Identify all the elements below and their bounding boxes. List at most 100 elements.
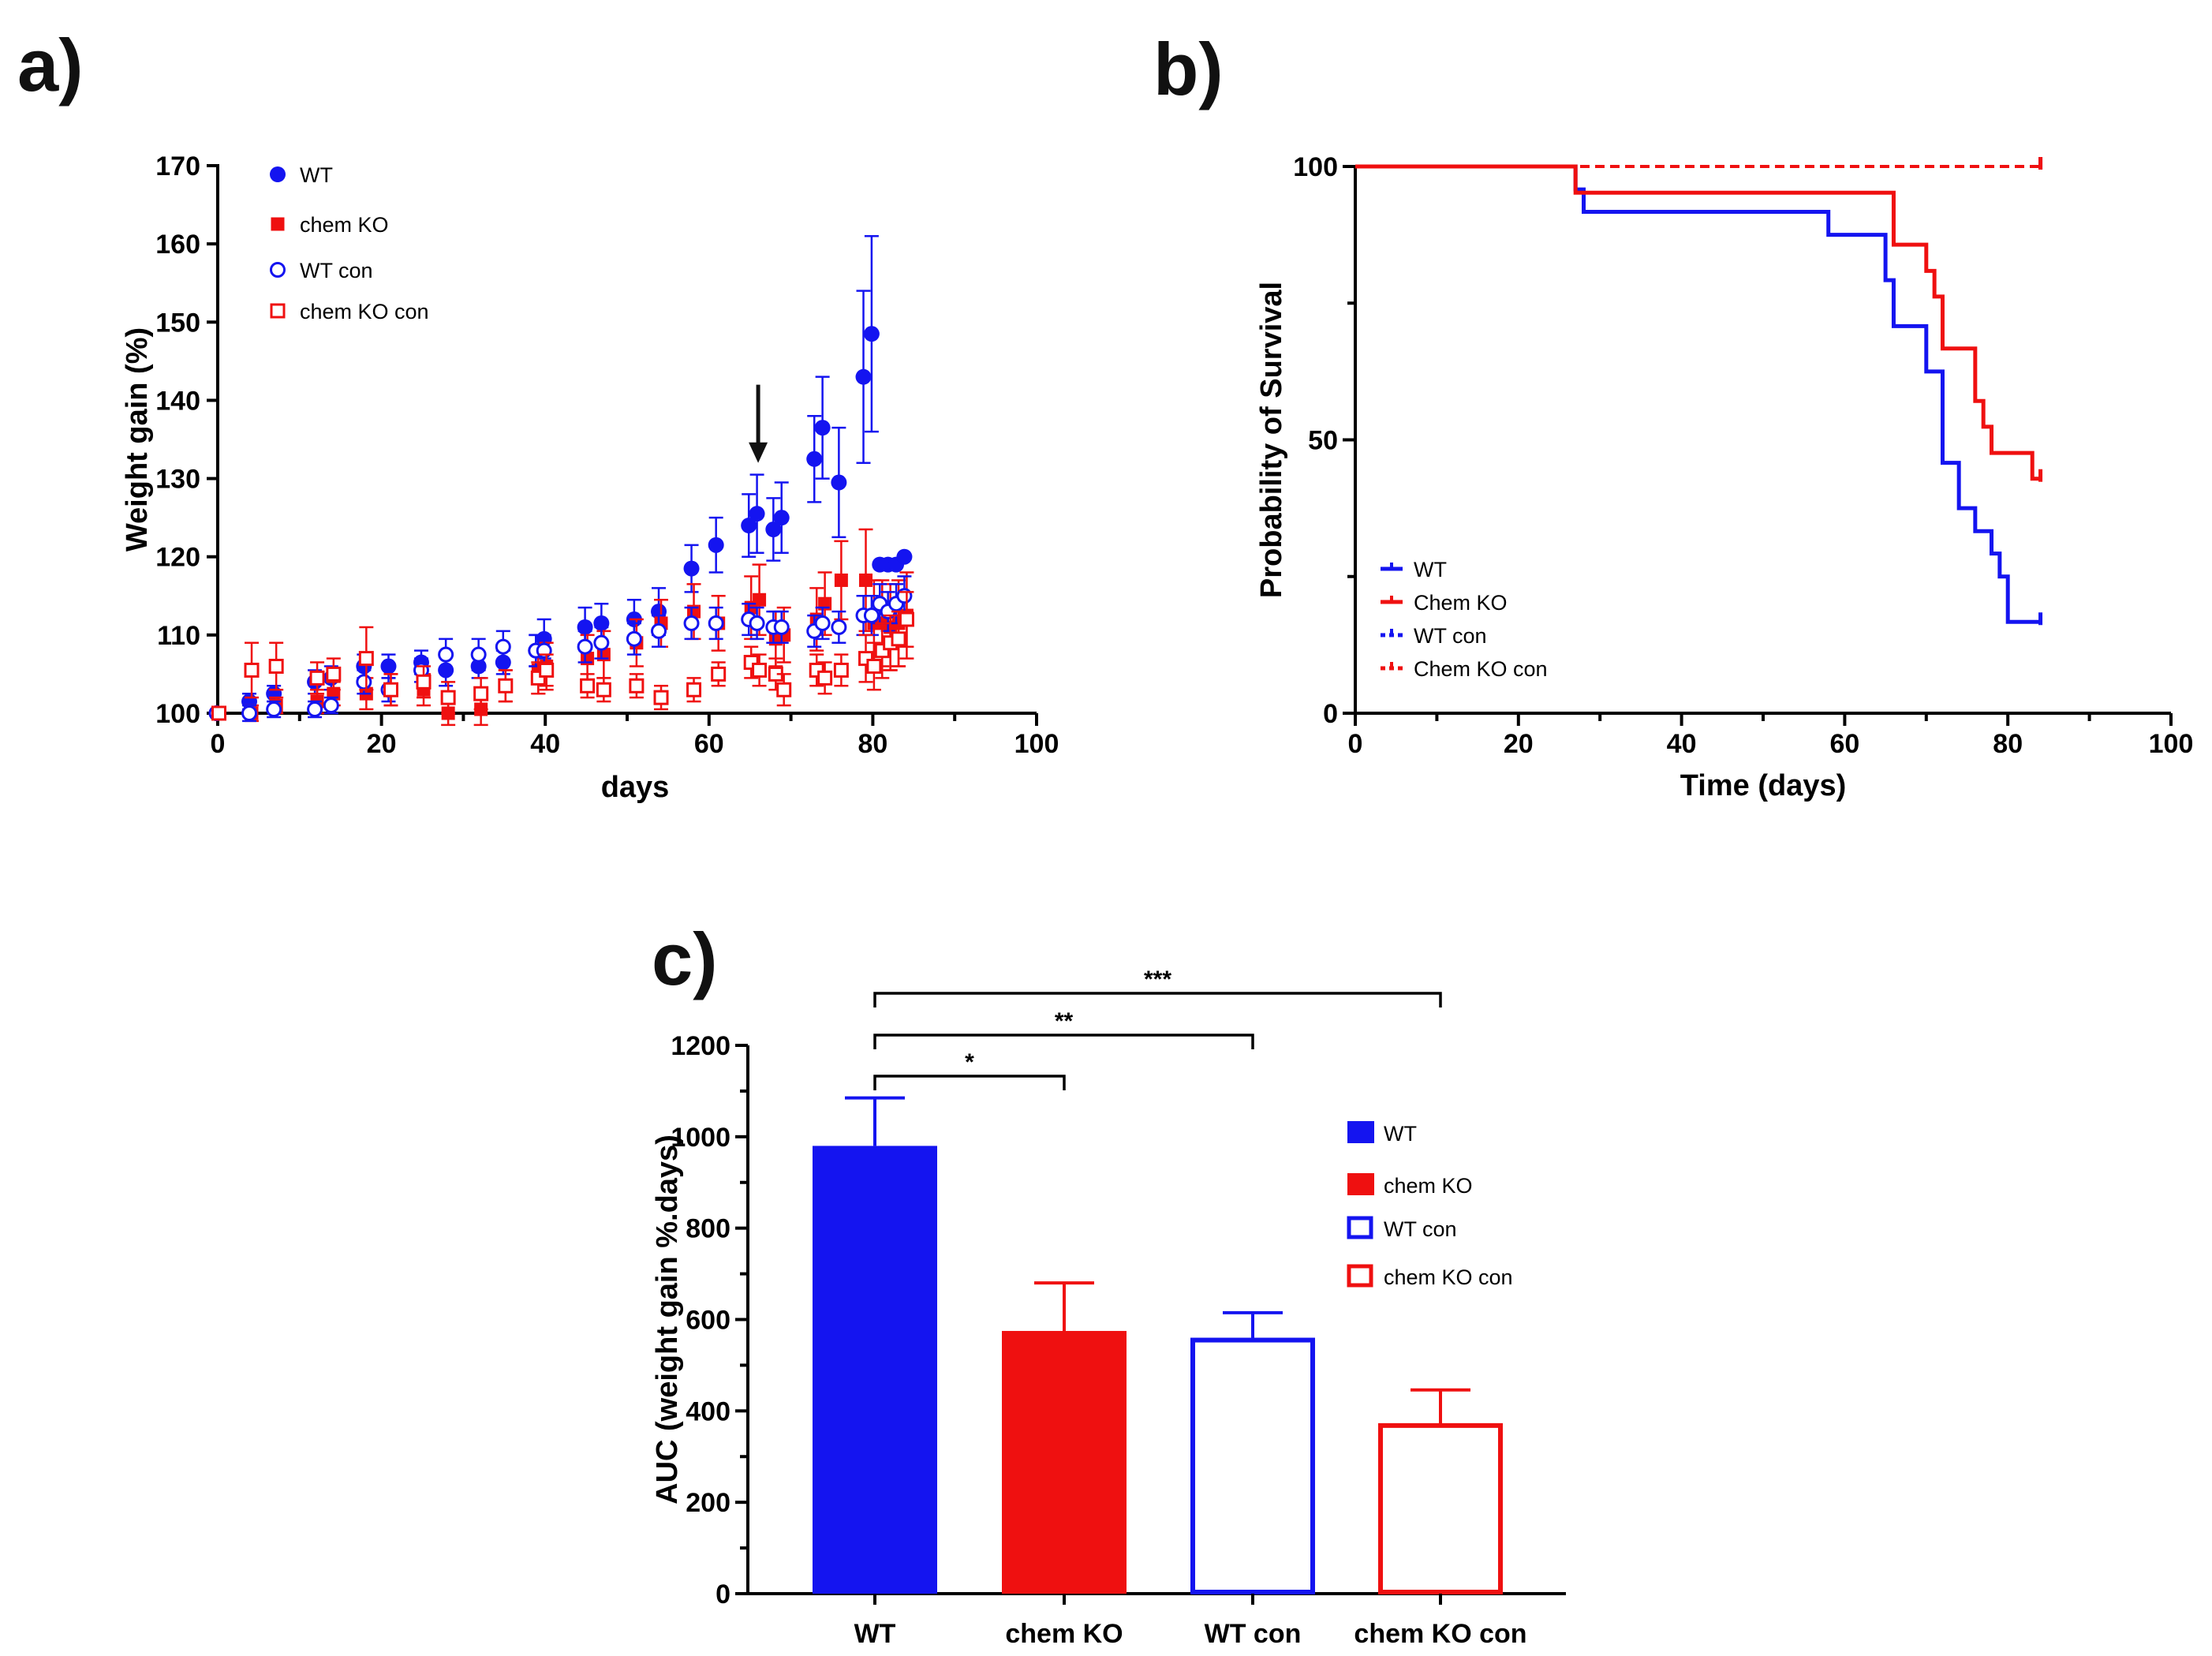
data-point [708,536,724,553]
data-point [683,615,700,631]
data-point [383,682,398,697]
weight-gain-scatter-chart: 100 110 120 130 140 150 160 170 0 20 40 60 80 100 days… [121,151,1059,804]
data-point [498,678,514,693]
significance-bracket [873,992,1442,1007]
x-tick-label: chem KO [1005,1619,1123,1649]
data-point [241,705,258,721]
legend-swatch-chem-ko [1347,1173,1374,1195]
data-point [866,659,882,675]
data-point [773,619,790,635]
y-tick-label: 150 [155,308,200,338]
legend-label: Chem KO con [1414,657,1548,681]
y-tick-label: 1000 [671,1123,730,1153]
legend-label: WT [1384,1122,1417,1146]
x-tick-label: 60 [1829,729,1859,759]
data-point [307,701,323,718]
legend-label: chem KO con [1384,1265,1513,1289]
x-tick-label: 40 [1667,729,1697,759]
data-point [470,646,487,663]
survival-line-chem-ko [1355,164,2041,481]
data-point [708,615,724,631]
data-point [629,678,645,693]
y-axis-title: Probability of Survival [1255,282,1288,598]
survival-line-wt [1355,164,2041,624]
legend-label: WT con [1414,624,1487,648]
series-chem-ko-con [211,591,914,721]
legend-label: chem KO [1384,1174,1473,1198]
legend-label: WT [1414,558,1447,581]
legend-label: chem KO con [300,300,429,323]
legend-marker-chem-ko-con [270,303,286,319]
data-point [896,548,913,565]
y-tick-label: 800 [686,1214,730,1244]
data-point [326,666,342,682]
y-tick-label: 160 [155,230,200,260]
data-point [266,701,282,718]
data-point [711,666,727,682]
data-point [211,705,226,721]
x-tick-label: 20 [1504,729,1534,759]
x-tick-label: 60 [694,729,724,759]
y-tick-label: 200 [686,1488,730,1518]
y-tick-label: 100 [155,699,200,729]
y-axis-title: Weight gain (%) [121,327,154,551]
y-tick-label: 120 [155,543,200,573]
y-tick-label: 400 [686,1396,730,1426]
x-tick-label: 20 [367,729,397,759]
legend-label: WT con [300,259,373,282]
data-point [814,615,831,631]
data-point [495,638,511,655]
data-point [580,678,596,693]
data-point [593,634,610,651]
data-point [749,506,765,522]
legend-label: WT [300,163,333,187]
y-tick-label: 0 [1323,699,1338,729]
y-tick-label: 0 [716,1579,730,1609]
data-point [814,420,831,436]
bar-chem-ko-con [1378,1422,1503,1595]
data-point [244,662,260,678]
arrow-head [749,442,768,463]
data-point [753,592,767,607]
x-tick-label: 0 [211,729,226,759]
significance-bracket [873,1075,1066,1090]
legend-swatch-wt [1347,1121,1374,1143]
survival-curve-chart: 0 50 100 0 20 40 60 80 100 Time (days) Probability… [1255,152,2193,802]
data-point [438,646,454,663]
x-axis-title: Time (days) [1680,769,1846,802]
x-tick-label: 80 [858,729,887,759]
data-point [752,662,768,678]
data-point [651,622,667,639]
data-point [323,697,339,714]
data-point [473,686,489,701]
data-point [380,658,397,675]
data-point [891,631,906,647]
x-tick-label: chem KO con [1354,1619,1526,1649]
x-tick-label: 100 [1014,729,1059,759]
data-point [765,521,782,538]
legend-swatch-wt-con [1347,1216,1373,1239]
y-tick-label: 50 [1308,426,1338,456]
data-point [440,690,456,705]
legend-marker-wt-con [270,262,286,278]
data-point [859,573,873,587]
legend-marker-chem-ko [271,217,285,231]
x-tick-label: 40 [530,729,560,759]
data-point [653,690,669,705]
data-point [539,662,555,678]
significance-label: * [965,1049,974,1075]
legend-swatch-chem-ko-con [1347,1264,1373,1288]
legend-label: WT con [1384,1217,1457,1241]
y-tick-label: 100 [1293,152,1338,182]
data-point [806,450,823,467]
data-point [268,659,284,675]
data-point [416,674,432,690]
data-point [863,326,880,342]
legend-marker-wt [270,166,286,182]
data-point [899,611,914,627]
data-point [831,619,847,635]
data-point [577,638,593,655]
data-point [741,518,757,534]
y-tick-label: 140 [155,386,200,416]
